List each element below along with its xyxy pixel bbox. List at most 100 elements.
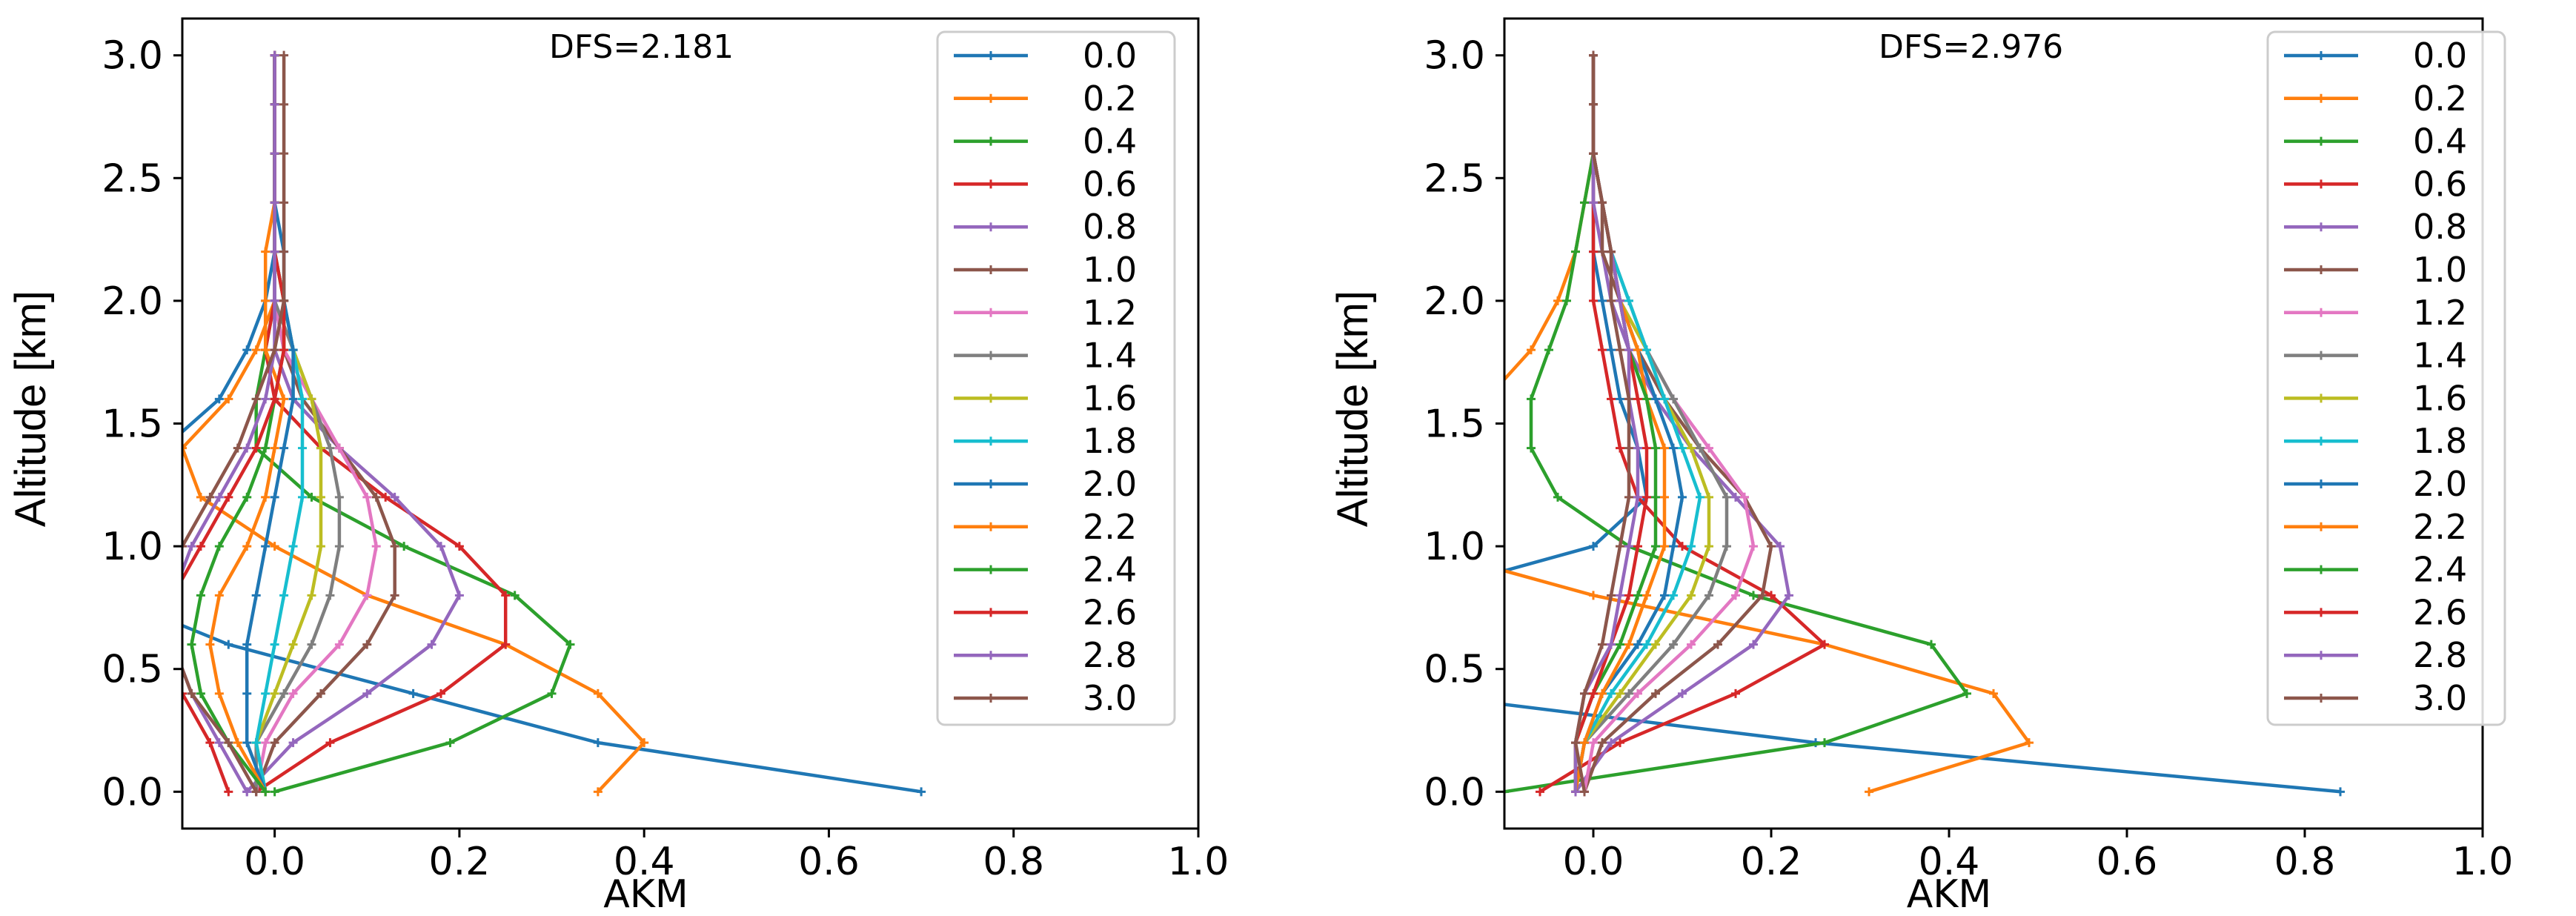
y-tick-label: 1.5 (1424, 402, 1485, 447)
data-point (1607, 591, 1616, 600)
data-point (270, 492, 279, 502)
y-axis-label: Altitude [km] (7, 291, 55, 527)
legend-marker (986, 522, 995, 531)
legend-marker (986, 651, 995, 660)
series-line-0.0 (182, 55, 922, 794)
y-tick-label: 3.0 (1424, 34, 1485, 79)
y-tick-label: 1.5 (102, 402, 163, 447)
data-point (288, 345, 298, 355)
data-point (1669, 640, 1678, 649)
data-point (1633, 492, 1642, 502)
data-point (325, 443, 335, 453)
data-point (279, 198, 289, 208)
data-point (1589, 688, 1598, 698)
data-point (1553, 296, 1562, 305)
legend-label-0.6: 0.6 (2413, 164, 2467, 204)
legend-marker (2317, 694, 2326, 703)
legend-label-2.4: 2.4 (1083, 550, 1137, 590)
legend-label-0.4: 0.4 (2413, 122, 2467, 162)
data-point (436, 542, 445, 551)
data-point (261, 542, 270, 551)
data-point (85, 542, 94, 551)
data-point (224, 738, 233, 748)
data-point (362, 688, 372, 698)
data-point (182, 443, 187, 453)
legend-label-0.2: 0.2 (2413, 79, 2467, 119)
legend-label-1.4: 1.4 (1083, 336, 1137, 376)
plot-area (85, 50, 926, 797)
data-point (307, 640, 316, 649)
legend-marker (986, 136, 995, 146)
data-point (1731, 492, 1740, 502)
data-point (279, 247, 289, 256)
data-point (1598, 688, 1607, 698)
data-point (1589, 738, 1598, 748)
data-point (307, 591, 316, 600)
data-point (1758, 591, 1767, 600)
legend-label-1.6: 1.6 (1083, 378, 1137, 418)
data-point (2336, 787, 2345, 797)
data-point (1687, 443, 1696, 453)
data-point (1962, 688, 1971, 698)
data-point (408, 688, 418, 698)
data-point (1589, 591, 1598, 600)
legend-label-2.0: 2.0 (2413, 464, 2467, 504)
data-point (316, 688, 325, 698)
dfs-annotation: DFS=2.181 (549, 28, 734, 66)
data-point (251, 787, 261, 797)
data-point (1607, 738, 1616, 748)
data-point (1544, 345, 1553, 355)
data-point (298, 443, 308, 453)
data-point (1553, 492, 1562, 502)
data-point (270, 542, 279, 551)
data-point (1527, 443, 1536, 453)
legend-label-1.2: 1.2 (1083, 293, 1137, 333)
data-point (270, 247, 279, 256)
x-tick-label: 0.6 (798, 840, 860, 884)
data-point (1731, 591, 1740, 600)
legend-marker (2317, 222, 2326, 232)
data-point (270, 296, 279, 305)
data-point (251, 738, 261, 748)
legend-label-0.0: 0.0 (2413, 36, 2467, 76)
x-tick-label: 0.2 (1741, 840, 1802, 884)
legend-marker (2317, 394, 2326, 403)
series-line-0.2 (182, 55, 646, 793)
data-point (1820, 738, 1829, 748)
legend-label-2.6: 2.6 (1083, 592, 1137, 632)
data-point (288, 640, 298, 649)
legend-label-1.8: 1.8 (2413, 421, 2467, 461)
data-point (1616, 591, 1624, 600)
legend-box (2266, 30, 2506, 726)
data-point (279, 443, 289, 453)
data-point (1660, 492, 1669, 502)
data-point (1624, 443, 1633, 453)
data-point (1411, 689, 1420, 698)
data-point (224, 787, 233, 797)
data-point (104, 493, 113, 502)
data-point (1411, 591, 1420, 600)
data-point (454, 542, 464, 551)
data-point (1740, 492, 1749, 502)
data-point (261, 738, 270, 748)
data-point (1589, 149, 1598, 159)
legend-marker (2317, 179, 2326, 189)
data-point (1669, 591, 1678, 600)
legend-marker (986, 437, 995, 446)
data-point (214, 542, 224, 551)
series-line-3.0 (1573, 55, 1631, 792)
data-point (1669, 542, 1678, 551)
data-point (1607, 345, 1616, 355)
x-axis-label: AKM (1907, 872, 1992, 916)
data-point (187, 542, 196, 551)
x-tick-label: 0.2 (429, 840, 491, 884)
data-point (1651, 542, 1660, 551)
legend-marker (2317, 651, 2326, 660)
legend-label-0.6: 0.6 (1083, 164, 1137, 204)
data-point (1704, 443, 1713, 453)
data-point (1678, 443, 1687, 453)
data-point (390, 542, 399, 551)
data-point (1589, 50, 1598, 60)
data-point (1651, 443, 1660, 453)
y-tick-label: 3.0 (102, 34, 163, 79)
